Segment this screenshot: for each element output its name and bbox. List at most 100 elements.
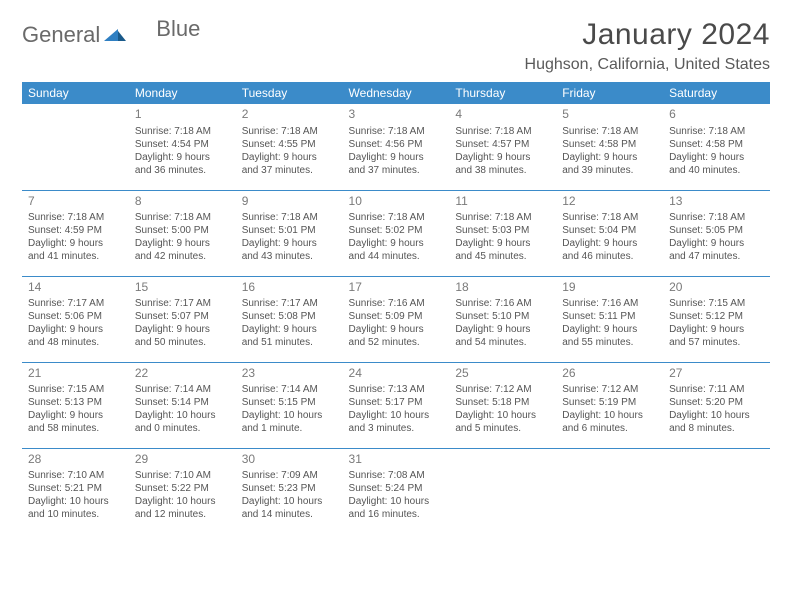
- daylight2-text: and 41 minutes.: [28, 250, 123, 263]
- sunset-text: Sunset: 4:59 PM: [28, 224, 123, 237]
- daylight1-text: Daylight: 9 hours: [135, 323, 230, 336]
- sunset-text: Sunset: 5:20 PM: [669, 396, 764, 409]
- sunrise-text: Sunrise: 7:13 AM: [349, 383, 444, 396]
- calendar-day-cell: 20Sunrise: 7:15 AMSunset: 5:12 PMDayligh…: [663, 276, 770, 362]
- daylight2-text: and 39 minutes.: [562, 164, 657, 177]
- daylight2-text: and 36 minutes.: [135, 164, 230, 177]
- daylight2-text: and 8 minutes.: [669, 422, 764, 435]
- calendar-day-cell: 9Sunrise: 7:18 AMSunset: 5:01 PMDaylight…: [236, 190, 343, 276]
- weekday-header: Sunday: [22, 82, 129, 104]
- sunset-text: Sunset: 5:15 PM: [242, 396, 337, 409]
- day-number: 6: [669, 107, 764, 123]
- day-number: 9: [242, 194, 337, 210]
- daylight2-text: and 37 minutes.: [349, 164, 444, 177]
- weekday-header-row: Sunday Monday Tuesday Wednesday Thursday…: [22, 82, 770, 104]
- daylight2-text: and 58 minutes.: [28, 422, 123, 435]
- day-number: 29: [135, 452, 230, 468]
- calendar-day-cell: 31Sunrise: 7:08 AMSunset: 5:24 PMDayligh…: [343, 448, 450, 534]
- daylight2-text: and 51 minutes.: [242, 336, 337, 349]
- sunset-text: Sunset: 5:05 PM: [669, 224, 764, 237]
- daylight2-text: and 37 minutes.: [242, 164, 337, 177]
- daylight1-text: Daylight: 9 hours: [455, 237, 550, 250]
- page-header: General Blue January 2024 Hughson, Calif…: [22, 18, 770, 74]
- daylight1-text: Daylight: 10 hours: [562, 409, 657, 422]
- calendar-day-cell: 7Sunrise: 7:18 AMSunset: 4:59 PMDaylight…: [22, 190, 129, 276]
- sunrise-text: Sunrise: 7:18 AM: [349, 211, 444, 224]
- daylight2-text: and 45 minutes.: [455, 250, 550, 263]
- day-number: 23: [242, 366, 337, 382]
- weekday-header: Tuesday: [236, 82, 343, 104]
- sunrise-text: Sunrise: 7:09 AM: [242, 469, 337, 482]
- sunset-text: Sunset: 5:24 PM: [349, 482, 444, 495]
- day-number: 4: [455, 107, 550, 123]
- month-title: January 2024: [525, 18, 770, 52]
- day-number: 18: [455, 280, 550, 296]
- calendar-day-cell: 21Sunrise: 7:15 AMSunset: 5:13 PMDayligh…: [22, 362, 129, 448]
- daylight2-text: and 12 minutes.: [135, 508, 230, 521]
- sunrise-text: Sunrise: 7:18 AM: [669, 211, 764, 224]
- calendar-day-cell: 11Sunrise: 7:18 AMSunset: 5:03 PMDayligh…: [449, 190, 556, 276]
- brand-mark-icon: [104, 25, 126, 46]
- sunrise-text: Sunrise: 7:18 AM: [349, 125, 444, 138]
- daylight2-text: and 40 minutes.: [669, 164, 764, 177]
- daylight1-text: Daylight: 9 hours: [135, 237, 230, 250]
- sunset-text: Sunset: 5:11 PM: [562, 310, 657, 323]
- calendar-day-cell: 12Sunrise: 7:18 AMSunset: 5:04 PMDayligh…: [556, 190, 663, 276]
- sunrise-text: Sunrise: 7:18 AM: [669, 125, 764, 138]
- calendar-day-cell: 30Sunrise: 7:09 AMSunset: 5:23 PMDayligh…: [236, 448, 343, 534]
- sunrise-text: Sunrise: 7:12 AM: [562, 383, 657, 396]
- day-number: 31: [349, 452, 444, 468]
- sunset-text: Sunset: 5:13 PM: [28, 396, 123, 409]
- calendar-day-cell: 17Sunrise: 7:16 AMSunset: 5:09 PMDayligh…: [343, 276, 450, 362]
- sunrise-text: Sunrise: 7:17 AM: [242, 297, 337, 310]
- calendar-day-cell: [449, 448, 556, 534]
- daylight2-text: and 6 minutes.: [562, 422, 657, 435]
- day-number: 30: [242, 452, 337, 468]
- sunrise-text: Sunrise: 7:17 AM: [28, 297, 123, 310]
- sunset-text: Sunset: 5:02 PM: [349, 224, 444, 237]
- calendar-day-cell: 24Sunrise: 7:13 AMSunset: 5:17 PMDayligh…: [343, 362, 450, 448]
- weekday-header: Wednesday: [343, 82, 450, 104]
- daylight2-text: and 16 minutes.: [349, 508, 444, 521]
- daylight2-text: and 47 minutes.: [669, 250, 764, 263]
- calendar-day-cell: 2Sunrise: 7:18 AMSunset: 4:55 PMDaylight…: [236, 104, 343, 190]
- daylight1-text: Daylight: 9 hours: [669, 237, 764, 250]
- sunset-text: Sunset: 5:07 PM: [135, 310, 230, 323]
- sunset-text: Sunset: 5:03 PM: [455, 224, 550, 237]
- daylight1-text: Daylight: 10 hours: [28, 495, 123, 508]
- daylight1-text: Daylight: 9 hours: [242, 237, 337, 250]
- calendar-day-cell: 4Sunrise: 7:18 AMSunset: 4:57 PMDaylight…: [449, 104, 556, 190]
- sunset-text: Sunset: 5:10 PM: [455, 310, 550, 323]
- calendar-week-row: 21Sunrise: 7:15 AMSunset: 5:13 PMDayligh…: [22, 362, 770, 448]
- calendar-day-cell: 18Sunrise: 7:16 AMSunset: 5:10 PMDayligh…: [449, 276, 556, 362]
- daylight1-text: Daylight: 9 hours: [28, 237, 123, 250]
- calendar-day-cell: 5Sunrise: 7:18 AMSunset: 4:58 PMDaylight…: [556, 104, 663, 190]
- calendar-day-cell: 15Sunrise: 7:17 AMSunset: 5:07 PMDayligh…: [129, 276, 236, 362]
- sunset-text: Sunset: 5:21 PM: [28, 482, 123, 495]
- daylight2-text: and 55 minutes.: [562, 336, 657, 349]
- calendar-day-cell: 23Sunrise: 7:14 AMSunset: 5:15 PMDayligh…: [236, 362, 343, 448]
- sunrise-text: Sunrise: 7:18 AM: [455, 211, 550, 224]
- daylight1-text: Daylight: 10 hours: [349, 409, 444, 422]
- calendar-week-row: 28Sunrise: 7:10 AMSunset: 5:21 PMDayligh…: [22, 448, 770, 534]
- day-number: 17: [349, 280, 444, 296]
- daylight2-text: and 14 minutes.: [242, 508, 337, 521]
- daylight2-text: and 10 minutes.: [28, 508, 123, 521]
- sunrise-text: Sunrise: 7:17 AM: [135, 297, 230, 310]
- sunset-text: Sunset: 5:19 PM: [562, 396, 657, 409]
- sunrise-text: Sunrise: 7:18 AM: [242, 211, 337, 224]
- daylight1-text: Daylight: 9 hours: [242, 151, 337, 164]
- sunrise-text: Sunrise: 7:16 AM: [349, 297, 444, 310]
- sunset-text: Sunset: 5:14 PM: [135, 396, 230, 409]
- title-block: January 2024 Hughson, California, United…: [525, 18, 770, 74]
- daylight2-text: and 3 minutes.: [349, 422, 444, 435]
- daylight1-text: Daylight: 9 hours: [669, 323, 764, 336]
- daylight2-text: and 38 minutes.: [455, 164, 550, 177]
- sunset-text: Sunset: 5:08 PM: [242, 310, 337, 323]
- day-number: 19: [562, 280, 657, 296]
- calendar-day-cell: 29Sunrise: 7:10 AMSunset: 5:22 PMDayligh…: [129, 448, 236, 534]
- sunrise-text: Sunrise: 7:15 AM: [28, 383, 123, 396]
- calendar-day-cell: 19Sunrise: 7:16 AMSunset: 5:11 PMDayligh…: [556, 276, 663, 362]
- weekday-header: Thursday: [449, 82, 556, 104]
- sunset-text: Sunset: 4:57 PM: [455, 138, 550, 151]
